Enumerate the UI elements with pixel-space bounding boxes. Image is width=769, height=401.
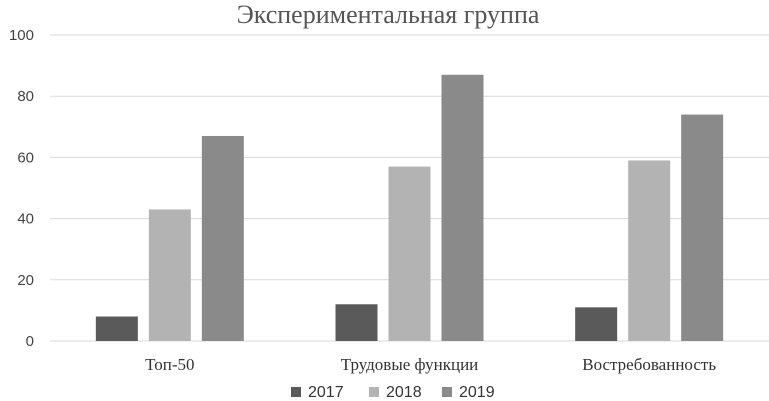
bar-2017-2 [335, 304, 378, 341]
chart-title: Экспериментальная группа [237, 0, 540, 29]
x-category-label: Трудовые функции [341, 355, 479, 374]
bar-2018-1 [148, 209, 191, 341]
bar-2019-3 [681, 114, 724, 341]
legend-swatch-2019 [442, 387, 452, 397]
bars [95, 74, 724, 341]
y-tick-label: 20 [17, 272, 34, 289]
x-axis-categories: Топ-50 Трудовые функции Востребованность [145, 355, 716, 374]
legend: 2017 2018 2019 [291, 384, 495, 401]
bar-2019-2 [441, 74, 484, 341]
y-tick-label: 80 [17, 88, 34, 105]
bar-2019-1 [201, 135, 244, 341]
y-axis-ticks: 0 20 40 60 80 100 [9, 27, 34, 350]
legend-label-2019: 2019 [459, 384, 495, 401]
bar-2017-1 [95, 316, 138, 341]
y-tick-label: 0 [26, 333, 34, 350]
bar-2018-3 [628, 160, 671, 341]
legend-swatch-2017 [291, 387, 301, 397]
y-tick-label: 100 [9, 27, 34, 44]
x-category-label: Топ-50 [145, 355, 194, 374]
y-tick-label: 60 [17, 149, 34, 166]
bar-2018-2 [388, 166, 431, 341]
legend-label-2017: 2017 [308, 384, 344, 401]
x-category-label: Востребованность [582, 355, 716, 374]
legend-swatch-2018 [369, 387, 379, 397]
legend-label-2018: 2018 [386, 384, 422, 401]
y-tick-label: 40 [17, 211, 34, 228]
bar-2017-3 [575, 307, 618, 341]
